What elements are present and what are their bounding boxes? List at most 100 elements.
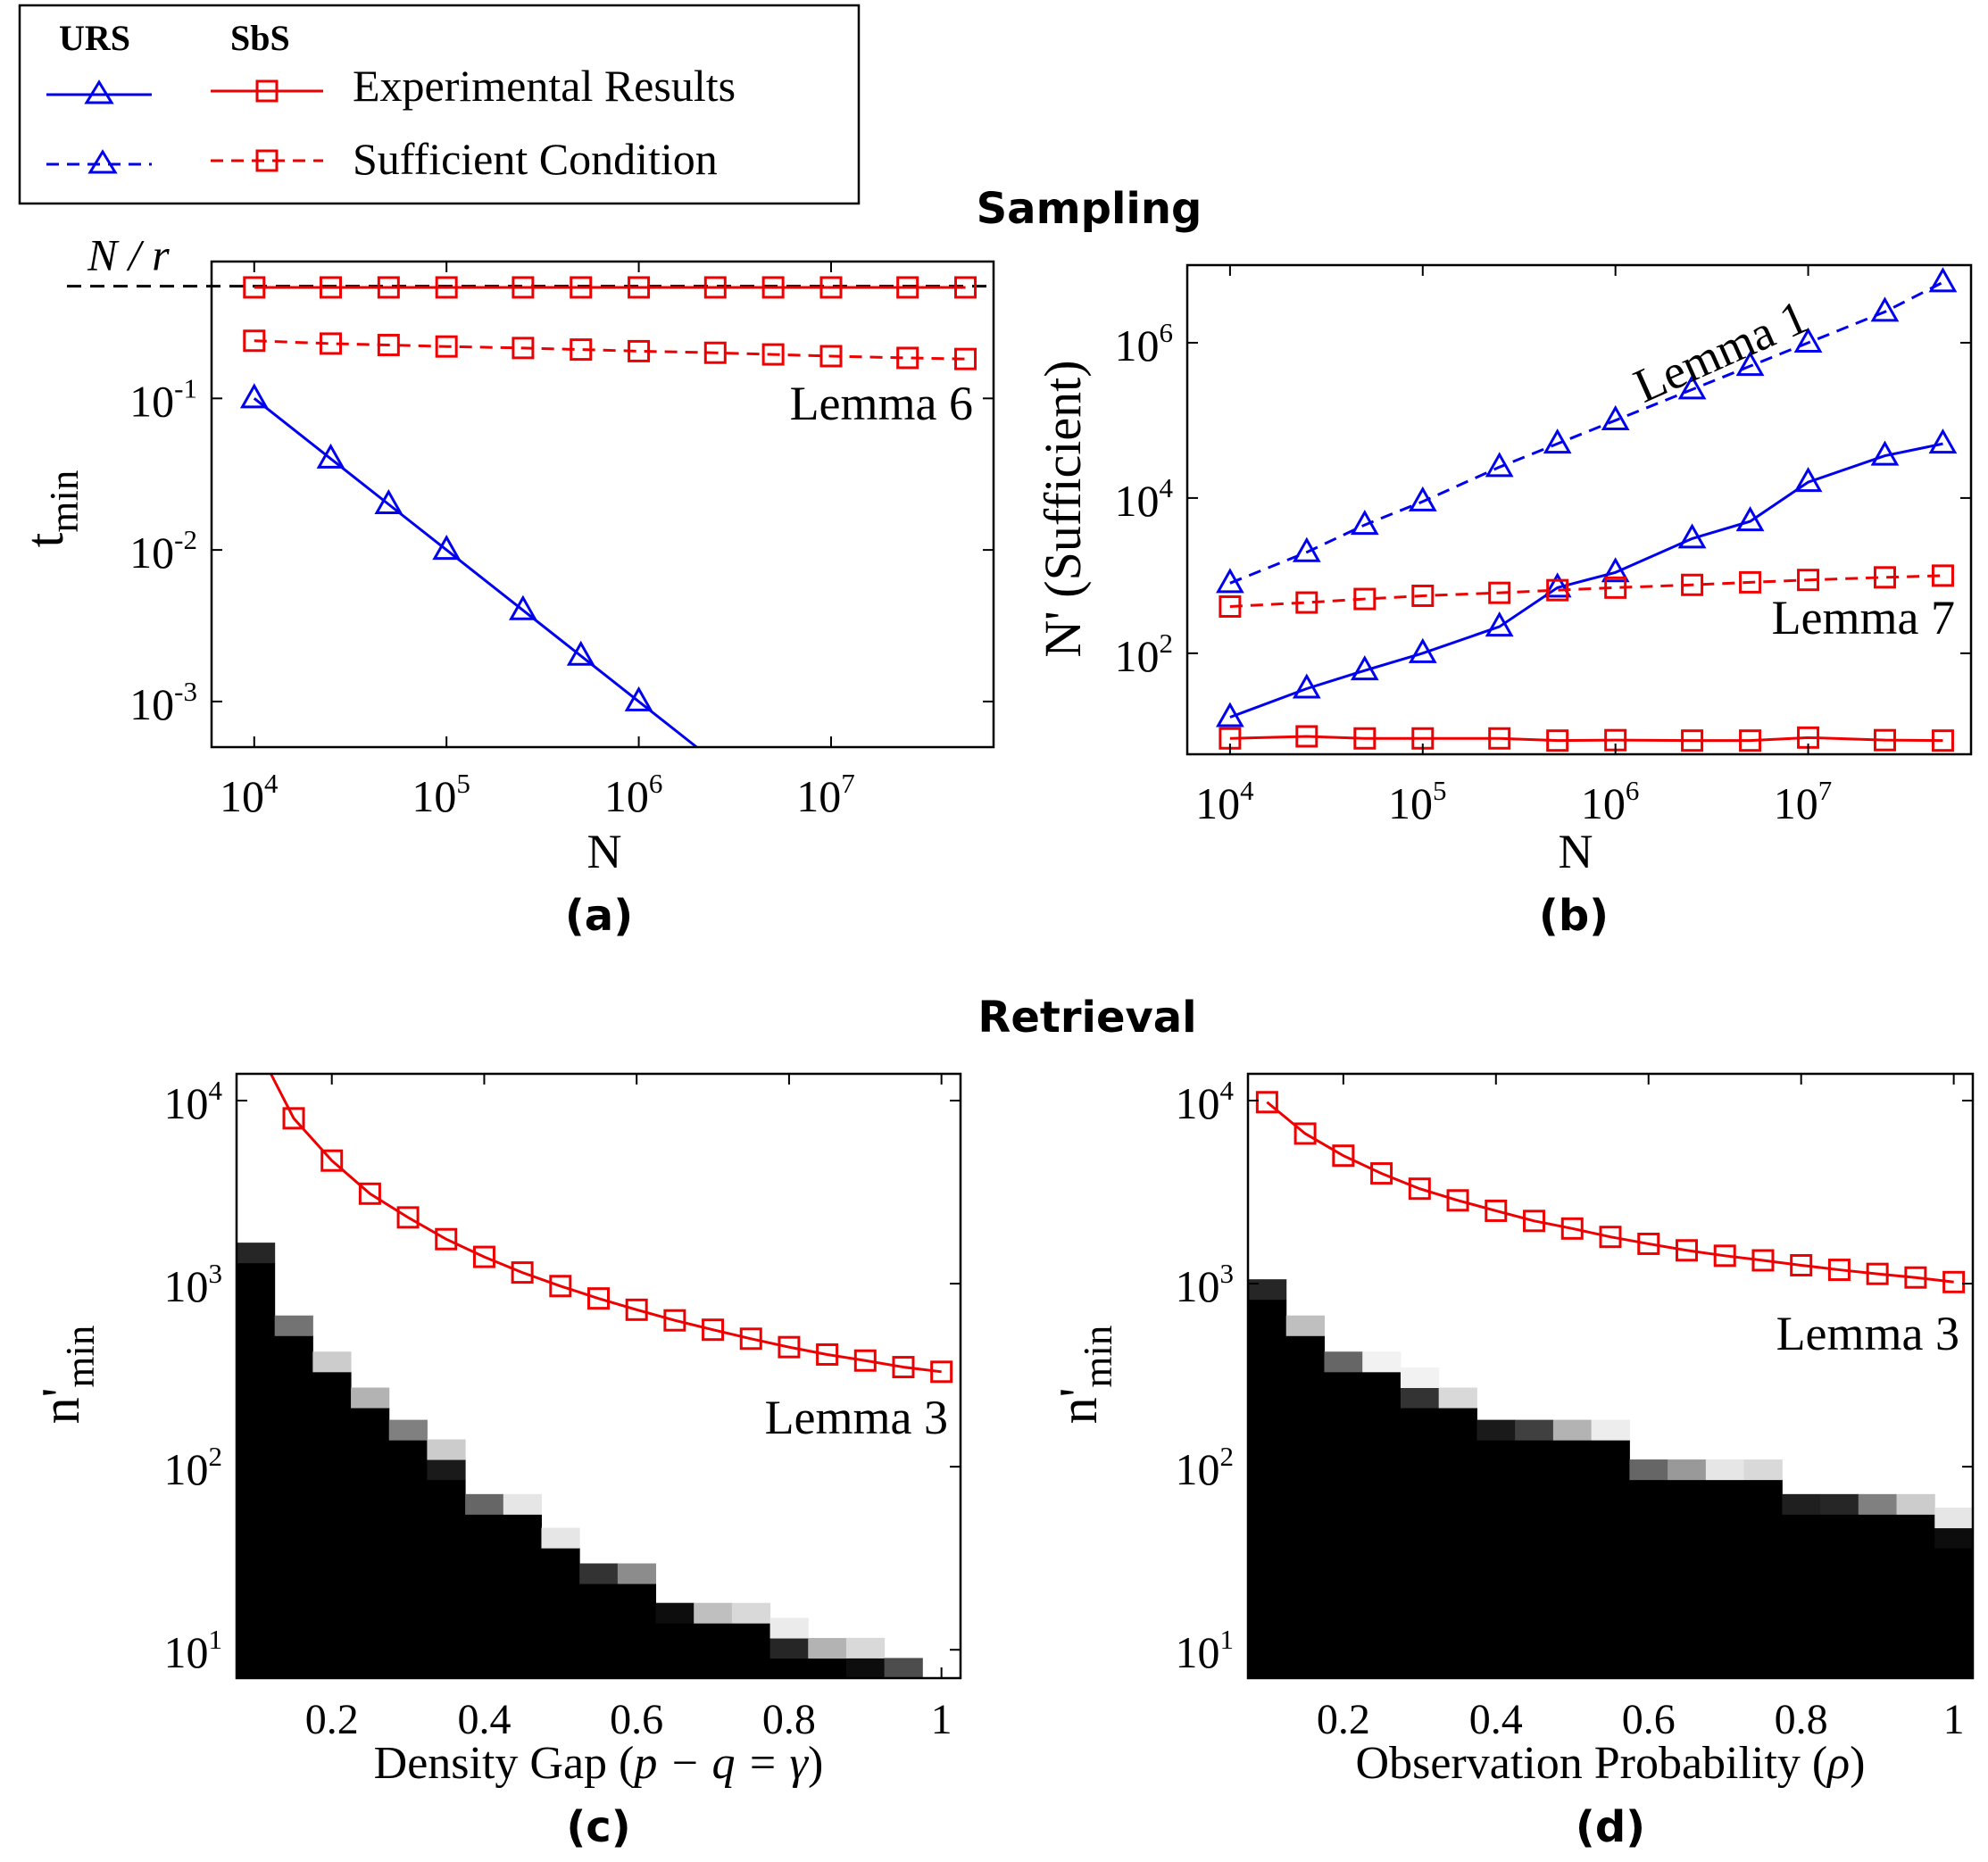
heatmap-cell-17-0 <box>1896 1493 1935 1515</box>
y-axis-label: n'min <box>31 1326 103 1425</box>
heatmap-cell-9-0 <box>579 1563 619 1584</box>
x-tick-label-0: 0.2 <box>1317 1696 1370 1743</box>
series-0-point-18 <box>1942 1270 1966 1293</box>
series-0-point-0 <box>1216 568 1244 594</box>
y-tick-label-2: 10-3 <box>129 676 197 729</box>
series-2-line <box>253 397 698 749</box>
heatmap-solid-col-13 <box>731 1623 771 1678</box>
heatmap-solid-col-4 <box>1400 1408 1440 1678</box>
series-0-point-10 <box>663 1309 686 1332</box>
series-3-point-7 <box>1681 729 1704 752</box>
plot-frame <box>1246 1072 1975 1680</box>
heatmap-cell-12-0 <box>1705 1459 1745 1481</box>
legend-key-urs-dashed <box>46 149 152 174</box>
series-1-point-3 <box>1408 637 1437 663</box>
series-0-point-13 <box>778 1335 801 1359</box>
heatmap-cell-1-0 <box>1285 1315 1325 1336</box>
series-1-point-7 <box>1677 523 1707 549</box>
heatmap-solid-col-16 <box>1858 1514 1898 1678</box>
series-2-point-0 <box>239 383 269 409</box>
heatmap-solid-col-3 <box>351 1408 390 1678</box>
annotation-lemma-3: Lemma 3 <box>1776 1307 1959 1360</box>
panel-d: 0.2 0.4 0.6 0.8 1 101 102 103 104 (d) Lemma 3 Obser… <box>1049 1072 1975 1852</box>
series-0-point-3 <box>396 1206 420 1229</box>
x-tick-label-1: 0.4 <box>457 1696 511 1743</box>
series-2-point-4 <box>1488 581 1511 604</box>
series-2-point-0 <box>1219 594 1242 618</box>
series-0-point-14 <box>1790 1253 1813 1276</box>
series-0-point-5 <box>1446 1189 1469 1212</box>
section-title-sampling: Sampling <box>977 184 1202 234</box>
series-0-point-10 <box>1870 296 1900 322</box>
heatmap-solid-col-7 <box>1515 1440 1554 1678</box>
x-tick-label-2: 0.6 <box>610 1696 663 1743</box>
series-0-point-2 <box>377 276 400 299</box>
heatmap-cell-4-1 <box>1400 1367 1440 1389</box>
series-0-point-12 <box>1713 1244 1736 1268</box>
y-tick-label-0: 101 <box>1176 1624 1235 1677</box>
heatmap-solid-col-14 <box>1782 1514 1821 1678</box>
heatmap-solid-col-15 <box>808 1658 847 1678</box>
x-tick-label-4: 1 <box>931 1696 952 1743</box>
heatmap-cell-9-0 <box>1591 1419 1630 1441</box>
series-0-point-7 <box>1677 374 1707 400</box>
y-axis-label: tmin <box>15 470 87 548</box>
heatmap-solid-col-5 <box>1438 1408 1477 1678</box>
panel-label: (d) <box>1576 1802 1645 1852</box>
heatmap-solid-col-6 <box>1476 1440 1516 1678</box>
x-tick-label-0: 104 <box>220 768 279 821</box>
series-2 <box>239 383 698 749</box>
series-0-point-12 <box>739 1327 762 1351</box>
series-0-point-11 <box>954 276 977 299</box>
x-tick-label-1: 105 <box>412 768 470 821</box>
plot-frame <box>235 1072 962 1680</box>
x-axis-label: N <box>1559 825 1593 878</box>
legend-key-sbs-solid <box>211 79 323 103</box>
series-0-point-1 <box>320 1149 344 1172</box>
series-2-point-5 <box>1546 578 1569 602</box>
y-tick-label-1: 10-2 <box>129 524 197 578</box>
series-0-point-6 <box>511 1261 534 1284</box>
heatmap-solid-col-1 <box>1285 1335 1325 1678</box>
series-1-point-1 <box>319 332 342 355</box>
series-0-point-17 <box>930 1360 953 1384</box>
x-tick-label-3: 0.8 <box>762 1696 816 1743</box>
series-2-point-2 <box>374 488 403 515</box>
series-0-point-6 <box>628 276 651 299</box>
x-axis-label: Density Gap (p − q = γ) <box>374 1738 824 1789</box>
heatmap-cell-11-0 <box>655 1602 695 1624</box>
x-tick-label-3: 0.8 <box>1775 1696 1828 1743</box>
series-1-point-8 <box>761 343 785 366</box>
series-3-point-10 <box>1873 728 1896 752</box>
series-1-point-0 <box>243 329 266 353</box>
series-0-point-0 <box>282 1107 305 1130</box>
series-1-point-1 <box>1292 673 1321 699</box>
series-1-point-11 <box>954 347 977 370</box>
heatmap-solid-col-10 <box>617 1584 657 1678</box>
series-0-point-8 <box>587 1287 610 1310</box>
heatmap-cell-16-0 <box>1858 1493 1898 1515</box>
series-0-point-1 <box>1293 1122 1317 1145</box>
series-3-line <box>1229 735 1943 743</box>
series-0-point-2 <box>1332 1144 1355 1168</box>
y-axis-label: N' (Sufficient) <box>1034 360 1092 657</box>
heatmap-cell-7-0 <box>1515 1419 1554 1441</box>
y-axis-label: n'min <box>1049 1326 1120 1425</box>
series-1-point-5 <box>1543 572 1572 598</box>
legend-box <box>18 4 861 205</box>
y-tick-label-0: 101 <box>164 1624 223 1677</box>
y-tick-label-2: 106 <box>1115 317 1174 370</box>
heatmap-cell-15-0 <box>1820 1493 1859 1515</box>
y-tick-label-1: 102 <box>164 1441 223 1494</box>
section-title-retrieval: Retrieval <box>977 993 1196 1043</box>
series-2-point-1 <box>316 443 345 469</box>
series-0-point-0 <box>1255 1091 1278 1114</box>
panel-label: (c) <box>566 1802 630 1852</box>
heatmap-cell-13-0 <box>1743 1459 1783 1481</box>
heatmap-cell-18-0 <box>1934 1527 1973 1549</box>
series-2-point-8 <box>1739 570 1762 594</box>
y-tick-label-2: 103 <box>1176 1258 1235 1311</box>
y-tick-label-1: 102 <box>1176 1441 1235 1494</box>
series-0-point-5 <box>472 1245 495 1268</box>
